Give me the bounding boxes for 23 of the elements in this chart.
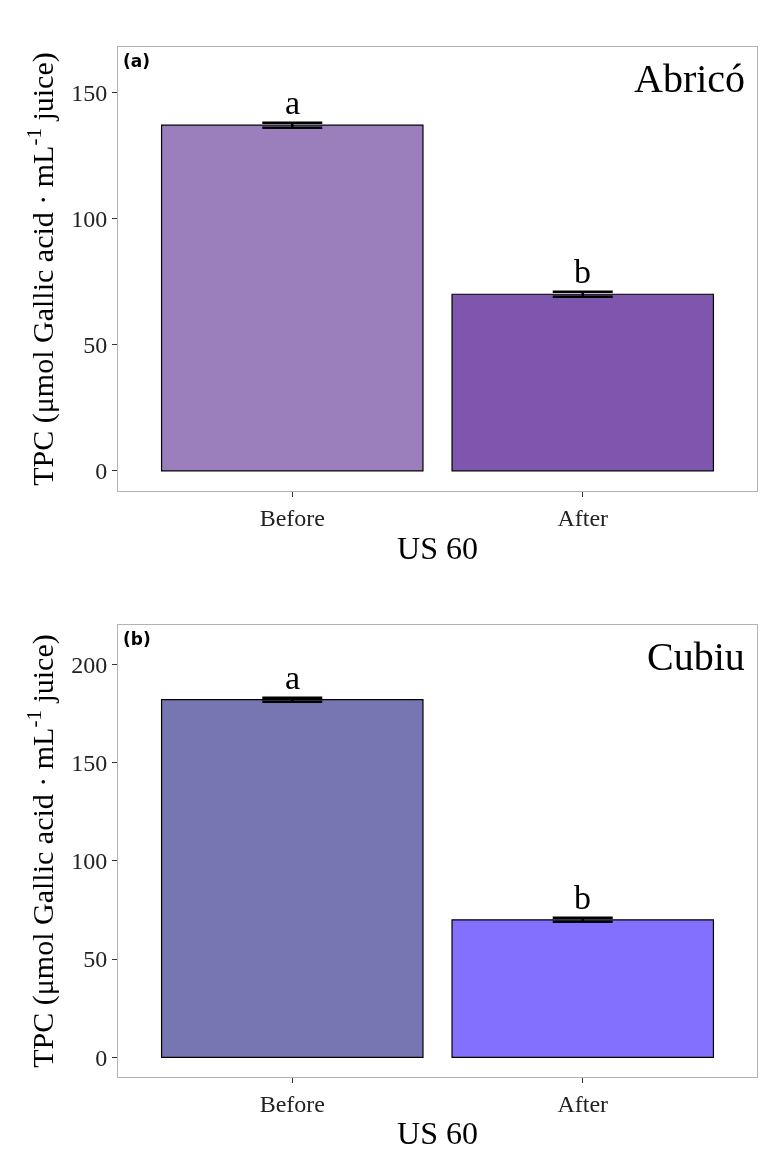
y-tick-label: 200 [71, 651, 108, 678]
y-tick-label: 50 [83, 946, 108, 973]
annotation: b [574, 253, 591, 290]
y-tick-label: 100 [71, 848, 108, 875]
y-tick-label: 0 [95, 458, 108, 485]
annotation: a [285, 84, 301, 121]
annotation: a [285, 659, 301, 696]
x-axis-title: US 60 [397, 1115, 478, 1151]
chart-title: Cubiu [647, 634, 745, 679]
x-tick-label: After [557, 1090, 609, 1117]
y-tick-label: 100 [71, 205, 108, 232]
annotation: (b) [123, 629, 151, 649]
y-tick-label: 150 [71, 749, 108, 776]
annotation: b [574, 879, 591, 916]
y-tick-label: 150 [71, 79, 108, 106]
y-tick-label: 50 [83, 332, 108, 359]
y-tick-label: 0 [95, 1044, 108, 1071]
x-tick-label: After [557, 504, 609, 531]
x-axis-title: US 60 [397, 529, 478, 566]
x-tick-label: Before [259, 504, 325, 531]
chart-title: Abricó [634, 56, 746, 101]
annotation: (a) [123, 51, 151, 71]
x-tick-label: Before [259, 1090, 325, 1117]
